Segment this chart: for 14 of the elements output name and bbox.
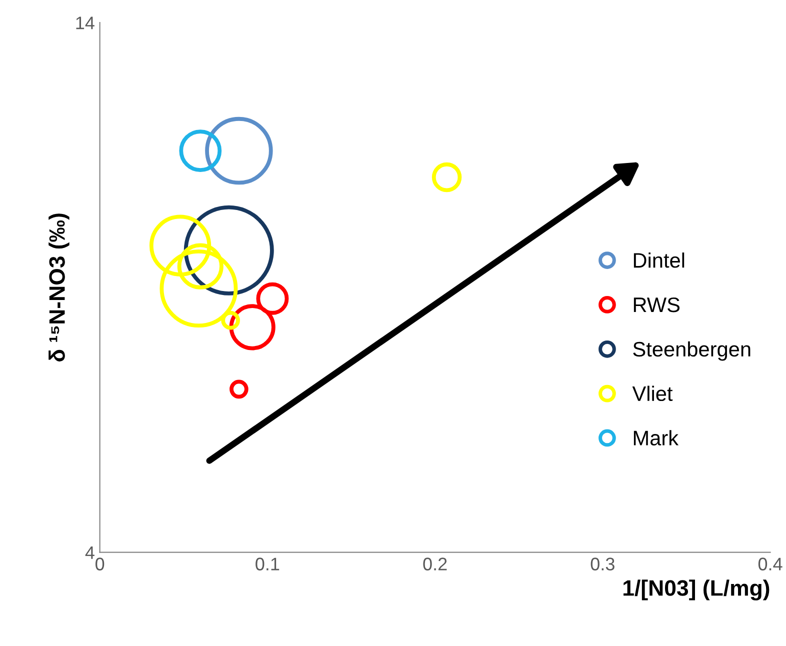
legend-label: Mark [634, 430, 679, 446]
x-tick-label: 0 [96, 558, 104, 570]
legend-label: Dintel [634, 252, 684, 268]
x-tick-label: 0.1 [256, 558, 280, 570]
legend-label: Steenbergen [633, 341, 750, 361]
y-axis-title: δ ¹⁵N-NO3 (‰) [48, 214, 70, 362]
legend-label: Vliet [632, 386, 673, 402]
x-axis-title: 1/[N03] (L/mg) [624, 580, 770, 600]
x-tick-label: 0.4 [758, 558, 782, 570]
x-tick-label: 0.3 [590, 558, 614, 570]
y-tick-label: 14 [76, 16, 94, 30]
y-tick-label: 4 [85, 546, 94, 559]
legend-label: RWS [634, 297, 680, 312]
x-tick-label: 0.2 [423, 558, 447, 570]
